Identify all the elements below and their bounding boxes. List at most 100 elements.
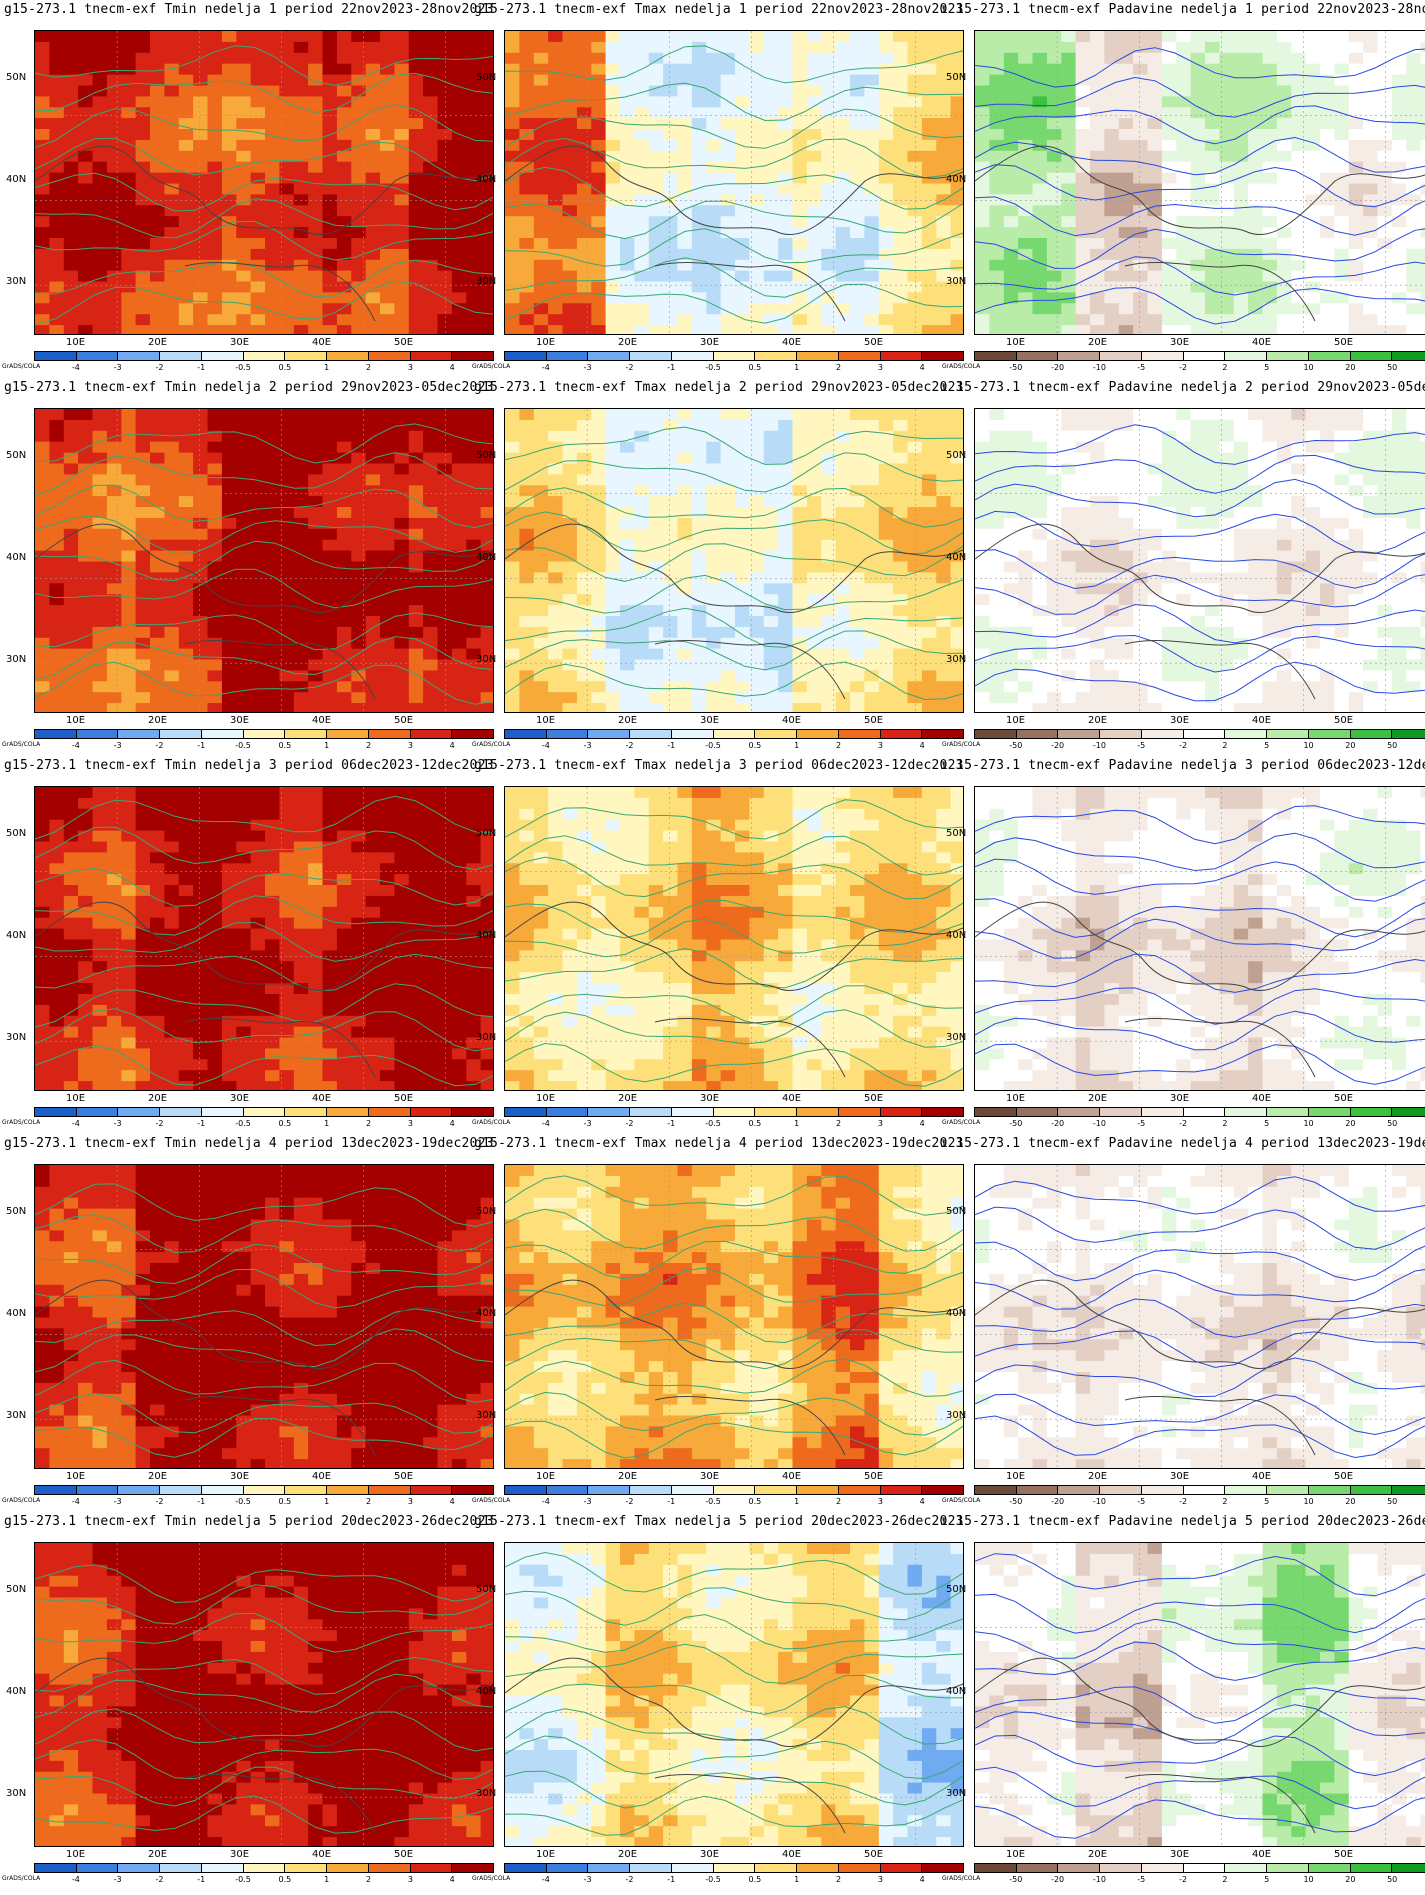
anomaly-cell [293,139,309,152]
anomaly-cell [49,227,65,239]
anomaly-cell [1291,452,1307,465]
anomaly-cell [480,303,493,315]
anomaly-cell [1118,485,1134,497]
anomaly-cell [778,594,794,606]
anomaly-cell [1133,96,1149,108]
anomaly-cell [1133,85,1149,97]
anomaly-cell [150,703,165,712]
anomaly-cell [591,692,607,704]
anomaly-cell [878,648,894,661]
anomaly-cell [1205,238,1220,250]
anomaly-cell [408,637,424,650]
anomaly-cell [78,409,94,421]
anomaly-cell [408,670,424,682]
anomaly-cell [1391,259,1407,272]
anomaly-cell [451,626,467,639]
anomaly-cell [164,496,180,508]
anomaly-cell [1161,161,1177,174]
anomaly-cell [677,74,693,87]
colorbar-tick-label: -2 [625,741,634,750]
anomaly-cell [792,550,808,563]
anomaly-cell [519,430,535,443]
anomaly-cell [1161,292,1177,304]
anomaly-cell [591,325,607,334]
anomaly-cell [1219,419,1235,432]
anomaly-cell [1046,248,1062,261]
anomaly-cell [620,626,635,639]
anomaly-cell [907,550,923,563]
anomaly-cell [893,172,909,185]
anomaly-cell [480,139,493,152]
anomaly-cell [193,561,209,573]
anomaly-cell [975,485,990,497]
anomaly-cell [164,517,180,530]
anomaly-cell [907,648,923,661]
anomaly-cell [293,463,309,475]
anomaly-cell [907,270,923,283]
anomaly-cell [936,703,952,712]
anomaly-cell [437,681,453,693]
anomaly-cell [519,227,535,239]
anomaly-cell [620,248,635,261]
anomaly-cell [150,259,165,272]
anomaly-cell [720,227,736,239]
anomaly-cell [1391,270,1407,283]
anomaly-cell [821,52,837,65]
anomaly-cell [634,626,650,639]
anomaly-cell [336,616,352,628]
anomaly-cell [763,139,779,152]
anomaly-cell [691,670,707,682]
anomaly-cell [394,63,410,76]
colorbar-swatch [76,352,119,360]
anomaly-cell [78,292,94,304]
anomaly-cell [907,172,923,185]
anomaly-cell [821,441,837,454]
anomaly-cell [308,85,324,97]
anomaly-cell [792,150,808,163]
anomaly-cell [691,496,707,508]
anomaly-cell [921,129,937,141]
anomaly-cell [1176,161,1192,174]
anomaly-cell [1133,183,1149,195]
anomaly-cell [35,31,50,43]
anomaly-cell [806,594,822,606]
anomaly-cell [706,172,722,185]
anomaly-cell [835,572,851,584]
anomaly-cell [437,616,453,628]
anomaly-cell [408,270,424,283]
anomaly-cell [380,485,395,497]
anomaly-cell [835,496,851,508]
anomaly-cell [178,626,194,639]
anomaly-cell [519,670,535,682]
anomaly-cell [1205,303,1220,315]
anomaly-cell [706,292,722,304]
anomaly-cell [308,605,324,617]
anomaly-cell [150,118,165,130]
anomaly-cell [336,561,352,573]
anomaly-cell [691,183,707,195]
anomaly-cell [850,463,865,475]
anomaly-cell [1003,139,1019,152]
anomaly-cell [691,325,707,334]
anomaly-cell [250,594,266,606]
anomaly-cell [835,692,851,704]
anomaly-cell [1133,63,1149,76]
anomaly-cell [423,129,439,141]
anomaly-cell [1032,409,1048,421]
anomaly-cell [380,496,395,508]
anomaly-cell [648,583,664,595]
anomaly-cell [1248,129,1264,141]
anomaly-cell [150,409,165,421]
anomaly-cell [1233,85,1249,97]
anomaly-cell [1018,430,1034,443]
anomaly-cell [322,314,338,326]
anomaly-cell [1133,409,1149,421]
anomaly-cell [792,692,808,704]
anomaly-cell [605,637,621,650]
anomaly-cell [351,441,367,454]
anomaly-cell [351,63,367,76]
anomaly-cell [207,303,223,315]
anomaly-cell [207,74,223,87]
anomaly-cell [221,485,237,497]
anomaly-cell [78,96,94,108]
